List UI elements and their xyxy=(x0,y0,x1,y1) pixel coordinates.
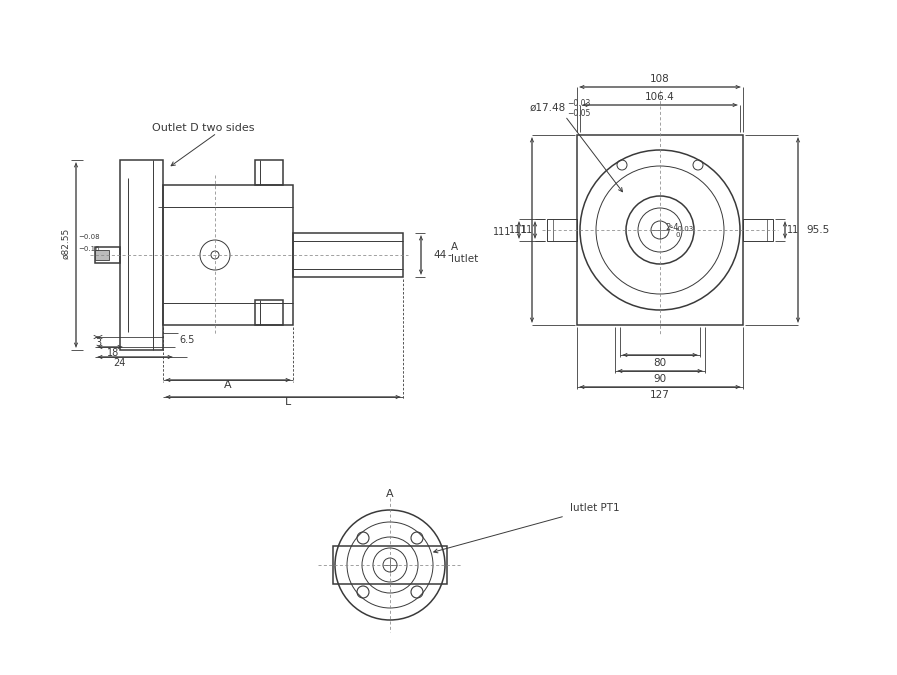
Bar xyxy=(163,185,293,325)
Text: A: A xyxy=(451,242,458,252)
Text: 11: 11 xyxy=(521,225,533,235)
Text: °: ° xyxy=(665,226,673,232)
Bar xyxy=(547,219,577,241)
Text: 111: 111 xyxy=(492,227,511,237)
Text: −0.16: −0.16 xyxy=(78,246,100,252)
Text: lutlet PT1: lutlet PT1 xyxy=(570,503,620,513)
Bar xyxy=(255,300,283,325)
Text: 18: 18 xyxy=(107,348,119,358)
Text: -0.03: -0.03 xyxy=(676,226,694,232)
Text: 111: 111 xyxy=(509,225,527,235)
Text: 44: 44 xyxy=(433,250,446,260)
Bar xyxy=(95,250,109,260)
Text: −0.05: −0.05 xyxy=(567,109,590,117)
Bar xyxy=(293,233,403,277)
Bar xyxy=(577,135,743,325)
Text: 0: 0 xyxy=(676,232,681,238)
Bar xyxy=(333,546,447,584)
Text: 90: 90 xyxy=(653,374,666,384)
Text: 11: 11 xyxy=(787,225,799,235)
Text: −0.08: −0.08 xyxy=(78,234,100,240)
Text: 127: 127 xyxy=(650,390,670,400)
Text: A: A xyxy=(387,489,394,499)
Text: 2-4: 2-4 xyxy=(665,223,678,232)
Text: lutlet: lutlet xyxy=(451,254,478,264)
Bar xyxy=(743,219,773,241)
Text: 80: 80 xyxy=(653,358,666,368)
Text: A: A xyxy=(224,380,231,390)
Text: ø82.55: ø82.55 xyxy=(62,227,71,259)
Text: 24: 24 xyxy=(113,358,126,368)
Bar xyxy=(95,247,120,263)
Text: −0.03: −0.03 xyxy=(567,99,590,109)
Text: 95.5: 95.5 xyxy=(806,225,829,235)
Bar xyxy=(255,160,283,185)
Text: ø17.48: ø17.48 xyxy=(530,103,566,113)
Text: 106.4: 106.4 xyxy=(645,92,675,102)
Text: Outlet D two sides: Outlet D two sides xyxy=(152,123,255,133)
Text: 3: 3 xyxy=(95,338,101,348)
Text: 108: 108 xyxy=(650,74,670,84)
Text: 6.5: 6.5 xyxy=(179,335,195,345)
Bar xyxy=(120,160,163,350)
Text: L: L xyxy=(285,397,292,407)
